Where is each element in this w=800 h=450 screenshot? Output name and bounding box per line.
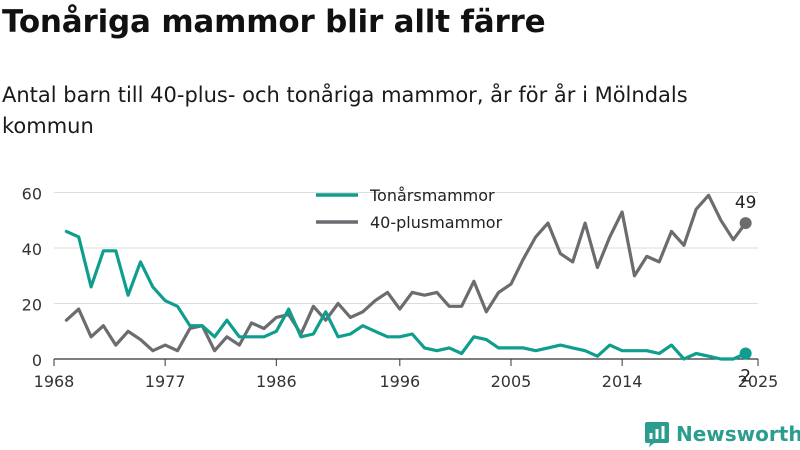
x-tick-label: 2005 bbox=[491, 372, 532, 391]
end-value-label: 2 bbox=[740, 366, 751, 386]
bar-chart-logo-icon bbox=[645, 422, 669, 447]
series-end-labels: 2 49 bbox=[735, 193, 757, 386]
x-tick-label: 2025 bbox=[738, 372, 779, 391]
legend-label: 40-plusmammor bbox=[370, 213, 503, 232]
end-point bbox=[739, 217, 752, 230]
x-axis: 1968 1977 1986 1996 2005 2014 2025 bbox=[34, 359, 779, 391]
x-tick-label: 2014 bbox=[602, 372, 643, 391]
x-tick-label: 1977 bbox=[145, 372, 186, 391]
brand-name: Newsworthy bbox=[676, 422, 800, 446]
series-line bbox=[64, 229, 748, 361]
series-line bbox=[64, 193, 748, 353]
x-tick-label: 1986 bbox=[256, 372, 297, 391]
end-point bbox=[739, 347, 752, 360]
x-tick-label: 1996 bbox=[379, 372, 420, 391]
y-tick-label: 20 bbox=[22, 296, 42, 315]
y-tick-label: 0 bbox=[32, 351, 42, 370]
y-tick-label: 60 bbox=[22, 185, 42, 204]
x-tick-label: 1968 bbox=[34, 372, 75, 391]
legend: Tonårsmammor 40-plusmammor bbox=[316, 186, 503, 232]
end-value-label: 49 bbox=[735, 193, 757, 213]
y-tick-label: 40 bbox=[22, 240, 42, 259]
series-lines bbox=[64, 193, 748, 361]
newsworthy-logo: Newsworthy bbox=[644, 419, 800, 449]
legend-label: Tonårsmammor bbox=[369, 186, 495, 205]
chart-title: Tonåriga mammor blir allt färre bbox=[2, 4, 546, 40]
y-axis: 0 20 40 60 bbox=[22, 185, 42, 370]
chart-subtitle: Antal barn till 40-plus- och tonåriga ma… bbox=[2, 83, 688, 138]
